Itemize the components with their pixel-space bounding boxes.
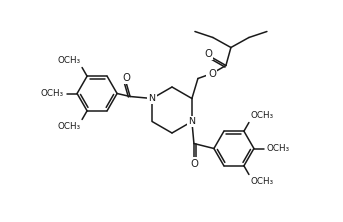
Text: O: O bbox=[204, 48, 212, 59]
Text: N: N bbox=[149, 94, 156, 103]
Text: OCH₃: OCH₃ bbox=[267, 144, 290, 153]
Text: O: O bbox=[208, 69, 216, 79]
Text: OCH₃: OCH₃ bbox=[250, 177, 274, 186]
Text: OCH₃: OCH₃ bbox=[58, 122, 81, 131]
Text: O: O bbox=[122, 73, 130, 83]
Text: OCH₃: OCH₃ bbox=[58, 56, 81, 65]
Text: O: O bbox=[190, 159, 198, 168]
Text: N: N bbox=[188, 117, 196, 126]
Text: OCH₃: OCH₃ bbox=[250, 111, 274, 120]
Text: OCH₃: OCH₃ bbox=[41, 89, 64, 98]
